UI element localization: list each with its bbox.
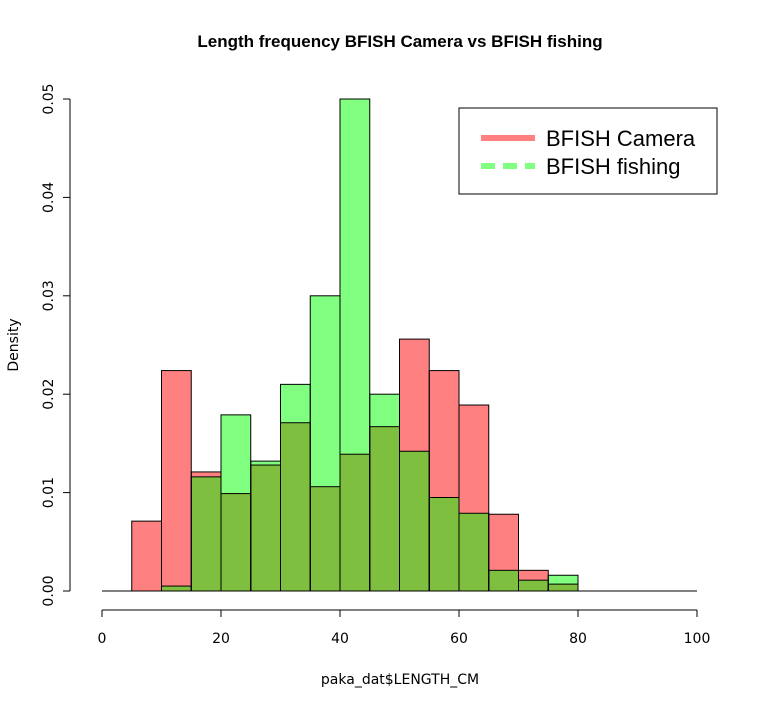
camera-bar-65 [488, 514, 519, 571]
fishing-bar-75 [548, 575, 578, 585]
overlap-bar-50 [399, 451, 430, 591]
overlap-bar-65 [488, 570, 519, 591]
overlap-bar-30 [280, 422, 311, 591]
y-tick-label: 0.01 [41, 477, 57, 508]
x-tick-label: 60 [450, 631, 468, 647]
overlap-bar-55 [429, 497, 459, 591]
overlap-bar-40 [340, 454, 370, 591]
legend: BFISH Camera BFISH fishing [458, 107, 718, 195]
overlap-bar-35 [310, 486, 340, 591]
overlap-bar-70 [518, 580, 549, 591]
camera-bar-15 [191, 471, 221, 477]
fishing-bar-40 [340, 99, 370, 455]
overlap-bar-15 [191, 476, 221, 591]
camera-bar-70 [518, 570, 549, 581]
x-tick-label: 80 [569, 631, 587, 647]
y-tick-label: 0.00 [41, 575, 57, 606]
chart-title: Length frequency BFISH Camera vs BFISH f… [197, 32, 602, 51]
legend-box [458, 107, 718, 195]
overlap-bar-45 [369, 426, 400, 591]
y-tick-label: 0.04 [41, 182, 57, 213]
camera-bar-60 [459, 405, 489, 514]
fishing-bar-35 [310, 295, 340, 487]
fishing-bar-20 [221, 414, 251, 494]
axes-group: 0 20 40 60 80 100 0.00 0.01 0.02 0.03 0.04 0.05 [41, 83, 710, 647]
camera-bar-5 [131, 521, 162, 591]
fishing-bar-45 [369, 394, 400, 427]
overlap-bar-20 [221, 493, 251, 591]
overlap-bar-75 [548, 584, 578, 591]
y-tick-label: 0.02 [41, 379, 57, 410]
fishing-bar-25 [250, 461, 281, 466]
camera-bar-10 [161, 370, 192, 587]
y-tick-label: 0.03 [41, 280, 57, 311]
x-tick-label: 20 [212, 631, 230, 647]
x-tick-label: 100 [684, 631, 711, 647]
overlap-bar-10 [161, 586, 192, 591]
fishing-bar-30 [280, 384, 311, 423]
camera-bar-50 [399, 339, 430, 452]
camera-bar-55 [429, 370, 459, 498]
x-tick-label: 40 [331, 631, 349, 647]
overlap-bar-60 [459, 513, 489, 591]
x-axis-label: paka_dat$LENGTH_CM [321, 672, 479, 688]
x-tick-label: 0 [98, 631, 107, 647]
y-axis-label: Density [6, 318, 22, 371]
overlap-bar-25 [250, 465, 281, 591]
y-tick-label: 0.05 [41, 83, 57, 114]
legend-label-fishing: BFISH fishing [546, 154, 681, 179]
bars-group [102, 98, 697, 592]
legend-label-camera: BFISH Camera [546, 126, 696, 151]
